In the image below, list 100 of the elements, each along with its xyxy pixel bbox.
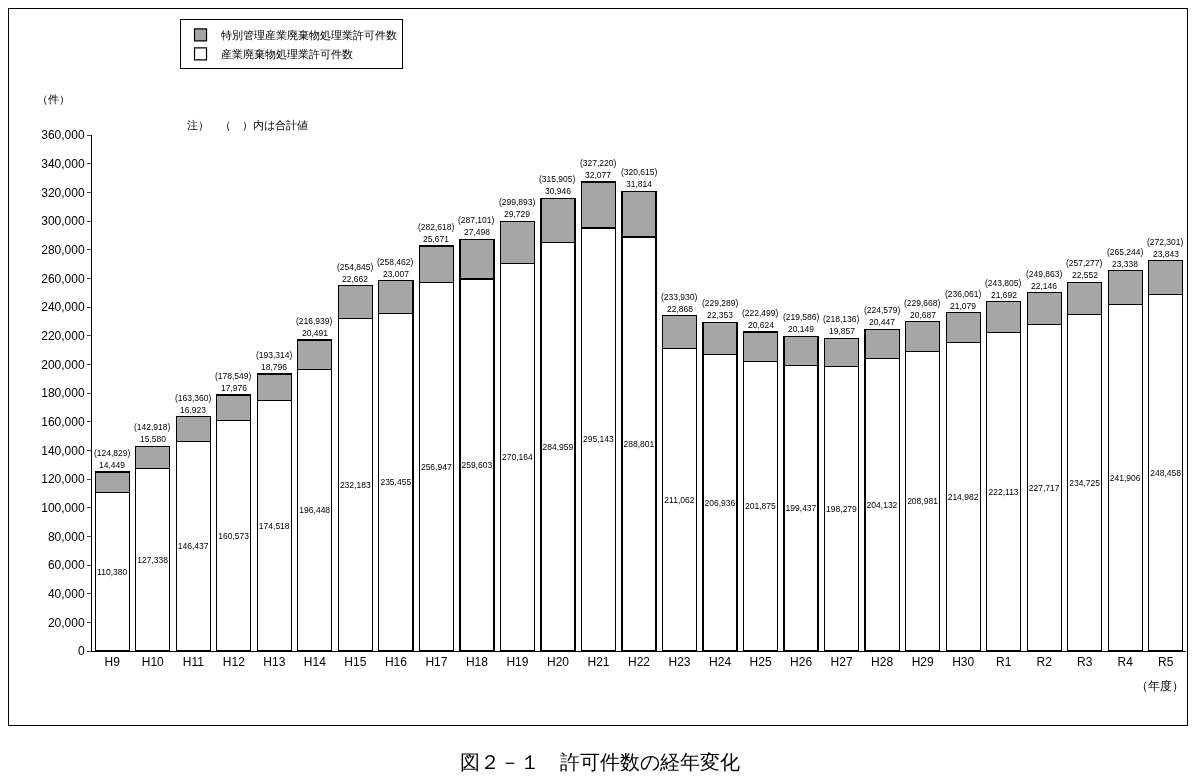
x-tick-label: H9 xyxy=(104,655,121,670)
data-label: 270,164 xyxy=(501,452,533,463)
x-axis-title: （年度） xyxy=(1136,679,1184,693)
total-label: (222,499) xyxy=(742,308,779,318)
total-label: (243,805) xyxy=(985,278,1022,288)
total-label: (254,845) xyxy=(337,262,374,272)
x-tick-label: H25 xyxy=(749,655,772,670)
x-tick-label: H22 xyxy=(627,655,651,670)
data-label: 18,796 xyxy=(261,362,288,372)
y-tick-label: 260,000 xyxy=(41,271,85,286)
y-tick-label: 0 xyxy=(77,644,85,659)
total-label: (258,462) xyxy=(377,257,414,267)
data-label: 241,906 xyxy=(1109,472,1141,483)
data-label: 22,552 xyxy=(1072,270,1099,280)
total-label: (236,061) xyxy=(945,289,982,299)
data-label: 20,149 xyxy=(788,324,815,334)
data-label: 208,981 xyxy=(907,496,939,507)
total-label: (233,930) xyxy=(661,292,698,302)
x-tick-label: H26 xyxy=(790,655,813,670)
y-tick-label: 60,000 xyxy=(47,558,85,573)
data-label: 16,923 xyxy=(180,405,207,415)
y-tick-label: 220,000 xyxy=(41,328,85,343)
data-label: 23,338 xyxy=(1112,259,1139,269)
data-label: 211,062 xyxy=(664,494,695,505)
x-tick-label: R2 xyxy=(1036,655,1053,670)
data-label: 174,518 xyxy=(258,520,290,531)
x-tick-label: H14 xyxy=(303,655,327,670)
data-label: 227,717 xyxy=(1028,482,1060,493)
data-label: 21,692 xyxy=(991,290,1018,300)
x-tick-label: H16 xyxy=(384,655,408,670)
y-tick-label: 360,000 xyxy=(41,128,85,143)
y-tick-label: 200,000 xyxy=(41,357,85,372)
data-label: 17,976 xyxy=(221,383,248,393)
data-label: 160,573 xyxy=(218,530,250,541)
data-label: 206,936 xyxy=(704,497,736,508)
text: 注） （ ）内は合計値 xyxy=(187,119,308,131)
y-tick-label: 320,000 xyxy=(41,185,85,200)
x-tick-label: H23 xyxy=(668,655,691,670)
data-label: 23,007 xyxy=(383,269,410,279)
total-label: (229,289) xyxy=(702,298,739,308)
data-label: 27,498 xyxy=(464,227,491,237)
data-label: 22,662 xyxy=(342,274,369,284)
x-tick-label: H27 xyxy=(830,655,853,670)
x-tick-label: H28 xyxy=(871,655,894,670)
y-tick-label: 80,000 xyxy=(47,529,85,544)
data-label: 256,947 xyxy=(420,461,452,472)
data-label: 21,079 xyxy=(950,301,977,311)
x-tick-label: H13 xyxy=(263,655,286,670)
x-tick-label: R4 xyxy=(1117,655,1134,670)
x-tick-label: H30 xyxy=(952,655,975,670)
y-tick-label: 140,000 xyxy=(41,443,85,458)
total-label: (224,579) xyxy=(864,305,901,315)
data-label: 25,671 xyxy=(423,234,450,244)
data-label: 23,843 xyxy=(1153,249,1180,259)
x-tick-label: H24 xyxy=(709,655,732,670)
data-label: 288,801 xyxy=(623,439,655,450)
total-label: (218,136) xyxy=(823,314,860,324)
total-label: (320,615) xyxy=(621,167,658,177)
x-tick-label: H20 xyxy=(546,655,570,670)
data-label: 32,077 xyxy=(585,170,612,180)
total-label: (216,939) xyxy=(296,316,333,326)
legend-label: 特別管理産業廃棄物処理業許可件数 xyxy=(220,29,397,42)
x-tick-label: H21 xyxy=(587,655,610,670)
x-tick-label: H19 xyxy=(506,655,529,670)
x-tick-label: H29 xyxy=(911,655,934,670)
data-label: 234,725 xyxy=(1069,477,1101,488)
total-label: (287,101) xyxy=(458,215,495,225)
data-label: 22,146 xyxy=(1031,281,1058,291)
total-label: (272,301) xyxy=(1147,237,1184,247)
data-label: 20,491 xyxy=(302,328,329,338)
data-label: 30,946 xyxy=(545,186,572,196)
data-label: 29,729 xyxy=(504,209,531,219)
y-tick-label: 120,000 xyxy=(41,472,85,487)
text: 図２－１ 許可件数の経年変化 xyxy=(460,749,740,774)
y-tick-label: 180,000 xyxy=(41,386,85,401)
total-label: (282,618) xyxy=(418,222,455,232)
x-tick-label: H12 xyxy=(222,655,246,670)
x-tick-label: H10 xyxy=(141,655,165,670)
y-tick-label: 240,000 xyxy=(41,300,85,315)
y-tick-label: 100,000 xyxy=(41,500,85,515)
total-label: (178,549) xyxy=(215,371,252,381)
data-label: 259,603 xyxy=(461,459,493,470)
data-label: 295,143 xyxy=(582,434,614,445)
total-label: (327,220) xyxy=(580,158,617,168)
y-tick-label: 40,000 xyxy=(47,586,85,601)
total-label: (142,918) xyxy=(134,422,171,432)
total-label: (257,277) xyxy=(1066,258,1103,268)
data-label: 127,338 xyxy=(137,554,169,565)
data-label: 198,279 xyxy=(826,503,858,514)
x-tick-label: R3 xyxy=(1077,655,1093,670)
data-label: 214,982 xyxy=(947,491,979,502)
data-label: 222,113 xyxy=(988,486,1019,497)
legend-label: 産業廃棄物処理業許可件数 xyxy=(220,48,353,61)
data-label: 199,437 xyxy=(785,503,817,514)
total-label: (265,244) xyxy=(1107,247,1144,257)
data-label: 235,455 xyxy=(380,477,412,488)
data-label: 20,447 xyxy=(869,317,896,327)
x-tick-label: H15 xyxy=(344,655,367,670)
y-axis-title: （件） xyxy=(37,93,70,105)
y-tick-label: 160,000 xyxy=(41,414,85,429)
